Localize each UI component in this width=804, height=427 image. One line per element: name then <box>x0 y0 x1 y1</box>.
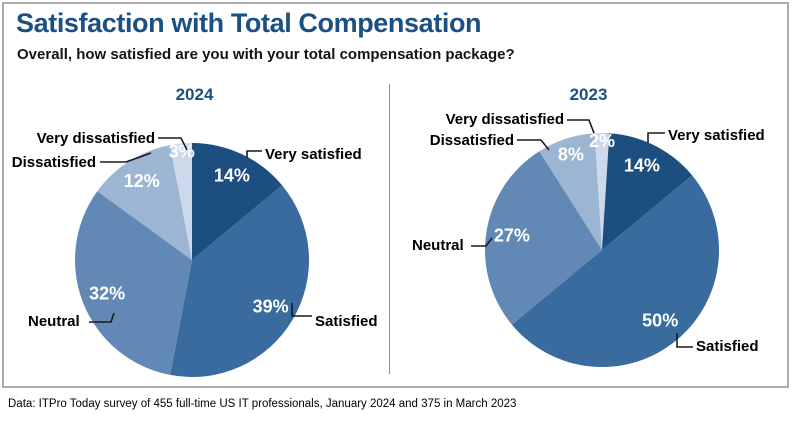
label-very-dissatisfied-2023: Very dissatisfied <box>445 111 564 128</box>
label-dissatisfied-2023: Dissatisfied <box>429 132 514 149</box>
pie-slice-neutral-2024 <box>75 191 192 375</box>
label-very-satisfied-2023: Very satisfied <box>668 127 765 144</box>
pie-slice-very-dissatisfied-2024 <box>170 143 192 260</box>
label-satisfied-2023: Satisfied <box>696 338 759 355</box>
pie-slice-very-satisfied-2024 <box>192 143 283 260</box>
pie-slice-very-dissatisfied-2023 <box>594 132 610 250</box>
pie-slice-dissatisfied-2024 <box>97 145 192 260</box>
callout-line-neutral-2023 <box>471 237 493 247</box>
pie-slice-satisfied-2023 <box>511 175 720 368</box>
pie-slice-dissatisfied-2023 <box>539 133 602 250</box>
pie-value-satisfied-2023: 50% <box>642 310 678 330</box>
label-satisfied-2024: Satisfied <box>315 313 378 330</box>
pie-value-neutral-2024: 32% <box>89 284 125 304</box>
label-neutral-2024: Neutral <box>28 313 80 330</box>
label-dissatisfied-2024: Dissatisfied <box>11 154 96 171</box>
callout-line-very-dissatisfied-2023 <box>567 119 595 134</box>
label-very-satisfied-2024: Very satisfied <box>265 146 362 163</box>
pie-value-very-dissatisfied-2024: 3% <box>169 142 195 162</box>
pie-2024: 14% 39% 32% 12% 3% <box>75 137 312 378</box>
panel-title-2023: 2023 <box>569 85 608 104</box>
pie-value-very-satisfied-2023: 14% <box>624 155 660 175</box>
callout-line-very-satisfied-2023 <box>647 132 665 143</box>
label-very-dissatisfied-2024: Very dissatisfied <box>36 130 155 147</box>
callout-line-very-satisfied-2024 <box>246 150 262 158</box>
data-source-note: Data: ITPro Today survey of 455 full-tim… <box>8 398 517 410</box>
pie-value-very-dissatisfied-2023: 2% <box>589 131 615 151</box>
survey-question: Overall, how satisfied are you with your… <box>17 46 515 63</box>
page-title: Satisfaction with Total Compensation <box>16 8 482 38</box>
panel-divider <box>389 84 390 374</box>
callout-line-neutral-2024 <box>89 312 115 323</box>
pie-value-dissatisfied-2023: 8% <box>558 144 584 164</box>
pie-value-satisfied-2024: 39% <box>253 297 289 317</box>
pie-2023: 14% 50% 27% 8%2% <box>471 119 720 368</box>
pie-slice-very-satisfied-2023 <box>602 133 693 250</box>
pie-slice-neutral-2023 <box>484 151 602 325</box>
pie-value-very-satisfied-2024: 14% <box>214 165 250 185</box>
pie-value-dissatisfied-2024: 12% <box>124 171 160 191</box>
callout-line-dissatisfied-2023 <box>517 139 550 151</box>
panel-title-2024: 2024 <box>175 85 214 104</box>
callout-line-very-dissatisfied-2024 <box>158 137 188 151</box>
label-neutral-2023: Neutral <box>412 237 464 254</box>
callout-line-satisfied-2023 <box>676 333 693 348</box>
pie-slice-satisfied-2024 <box>170 185 310 378</box>
callout-line-satisfied-2024 <box>291 303 312 317</box>
pie-value-neutral-2023: 27% <box>494 226 530 246</box>
callout-line-dissatisfied-2024 <box>100 152 152 163</box>
